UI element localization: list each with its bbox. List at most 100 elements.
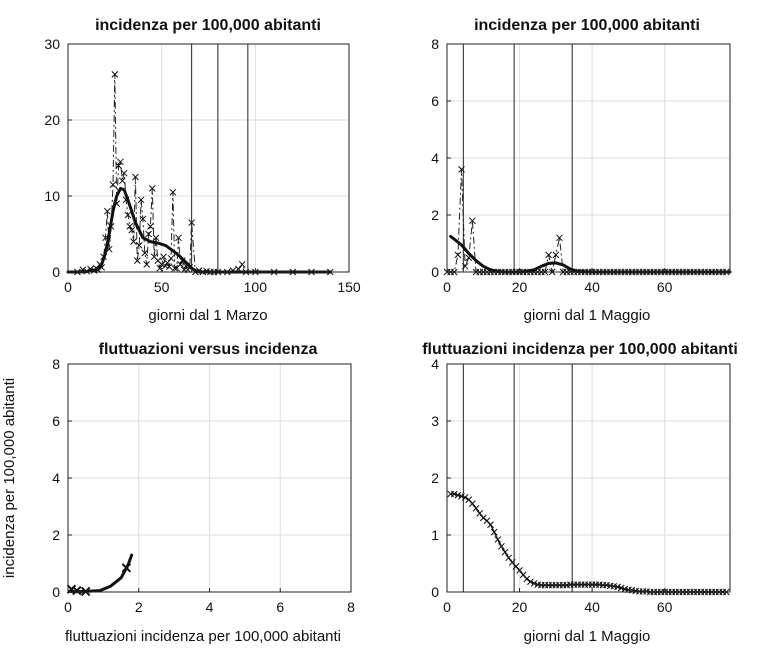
y-tick-label: 3 xyxy=(431,413,439,429)
data-point-marker xyxy=(476,509,484,517)
y-tick-label: 20 xyxy=(44,112,60,128)
y-tick-label: 8 xyxy=(52,356,60,372)
data-point-marker xyxy=(158,261,166,268)
subplot-title: fluttuazioni versus incidenza xyxy=(99,341,318,358)
data-point-marker xyxy=(152,234,160,242)
data-point-marker xyxy=(530,580,538,587)
x-tick-label: 0 xyxy=(443,599,451,615)
data-point-marker xyxy=(109,181,117,188)
data-point-marker xyxy=(177,261,184,268)
data-point-marker xyxy=(111,71,119,78)
raw-series-line xyxy=(450,493,727,593)
data-point-marker xyxy=(552,251,560,259)
data-point-marker xyxy=(498,543,505,550)
x-tick-label: 8 xyxy=(347,599,355,615)
data-point-marker xyxy=(188,219,195,226)
data-point-marker xyxy=(148,185,156,192)
y-tick-label: 0 xyxy=(431,264,439,280)
data-point-marker xyxy=(490,528,498,536)
data-point-marker xyxy=(147,223,154,230)
data-point-marker xyxy=(118,177,126,185)
y-tick-label: 1 xyxy=(431,527,439,543)
x-tick-label: 40 xyxy=(584,279,600,295)
y-tick-label: 4 xyxy=(52,470,60,486)
x-tick-label: 0 xyxy=(64,279,72,295)
data-point-marker xyxy=(130,238,137,245)
data-point-marker xyxy=(169,188,177,196)
data-point-marker xyxy=(135,242,143,249)
data-point-marker xyxy=(80,586,91,597)
data-point-marker xyxy=(117,158,124,166)
data-point-marker xyxy=(238,261,246,268)
x-tick-label: 20 xyxy=(512,279,528,295)
x-tick-label: 6 xyxy=(276,599,284,615)
y-tick-label: 2 xyxy=(52,527,60,543)
data-point-marker xyxy=(145,230,152,238)
data-point-marker xyxy=(126,223,134,230)
smoothed-series-line xyxy=(68,553,134,594)
data-point-marker xyxy=(141,249,149,257)
data-point-marker xyxy=(128,226,136,234)
x-tick-label: 4 xyxy=(206,599,214,615)
x-tick-label: 0 xyxy=(64,599,72,615)
y-tick-label: 4 xyxy=(431,356,439,372)
data-point-marker xyxy=(160,253,167,261)
subplot-title: incidenza per 100,000 abitanti xyxy=(95,17,321,34)
data-point-marker xyxy=(139,215,147,223)
data-point-marker xyxy=(103,207,111,215)
subplot-title: incidenza per 100,000 abitanti xyxy=(474,17,700,34)
y-axis-label: incidenza per 100,000 abitanti xyxy=(1,378,18,578)
data-point-marker xyxy=(165,263,173,271)
y-tick-label: 6 xyxy=(52,413,60,429)
data-point-marker xyxy=(505,554,513,562)
subplot-fluctuations-may: fluttuazioni incidenza per 100,000 abita… xyxy=(422,341,738,645)
data-point-marker xyxy=(458,492,465,500)
y-tick-label: 0 xyxy=(52,584,60,600)
data-point-marker xyxy=(72,585,82,596)
data-point-marker xyxy=(133,257,141,264)
x-axis-label: fluttuazioni incidenza per 100,000 abita… xyxy=(65,628,341,645)
smoothed-series-line xyxy=(449,234,732,274)
subplot-title: fluttuazioni incidenza per 100,000 abita… xyxy=(422,341,738,358)
data-point-marker xyxy=(469,500,476,508)
data-point-marker xyxy=(175,234,182,242)
data-point-marker xyxy=(171,264,179,272)
data-point-marker xyxy=(617,584,625,592)
x-axis-label: giorni dal 1 Maggio xyxy=(524,307,651,324)
data-point-marker xyxy=(143,261,151,268)
data-point-marker xyxy=(124,211,132,219)
x-axis-label: giorni dal 1 Marzo xyxy=(148,307,267,324)
y-tick-label: 2 xyxy=(431,470,439,486)
data-point-marker xyxy=(501,548,509,556)
data-point-marker xyxy=(115,162,122,169)
y-tick-label: 30 xyxy=(44,36,60,52)
data-point-marker xyxy=(120,169,128,177)
x-tick-label: 40 xyxy=(584,599,600,615)
subplot-incidence-may: incidenza per 100,000 abitanti giorni da… xyxy=(431,17,732,324)
raw-series-line xyxy=(447,169,727,273)
data-point-marker xyxy=(487,521,494,529)
data-point-marker xyxy=(527,578,534,586)
data-point-marker xyxy=(458,166,465,173)
x-tick-label: 20 xyxy=(512,599,528,615)
data-point-marker xyxy=(556,234,563,242)
smoothed-series-line xyxy=(66,186,332,274)
x-tick-label: 100 xyxy=(244,279,268,295)
y-tick-label: 2 xyxy=(431,207,439,223)
data-point-marker xyxy=(450,490,458,498)
data-point-marker xyxy=(516,566,523,574)
data-point-marker xyxy=(461,262,469,270)
x-tick-label: 2 xyxy=(135,599,143,615)
data-point-marker xyxy=(494,536,502,543)
data-point-marker xyxy=(469,217,476,225)
data-point-marker xyxy=(167,254,175,262)
data-point-marker xyxy=(454,491,462,499)
x-tick-label: 0 xyxy=(443,279,451,295)
data-point-marker xyxy=(121,563,132,573)
raw-series-line xyxy=(77,74,331,273)
axes-frame xyxy=(67,43,350,273)
x-axis-label: giorni dal 1 Maggio xyxy=(524,628,651,645)
y-tick-label: 0 xyxy=(431,584,439,600)
y-tick-label: 6 xyxy=(431,93,439,109)
